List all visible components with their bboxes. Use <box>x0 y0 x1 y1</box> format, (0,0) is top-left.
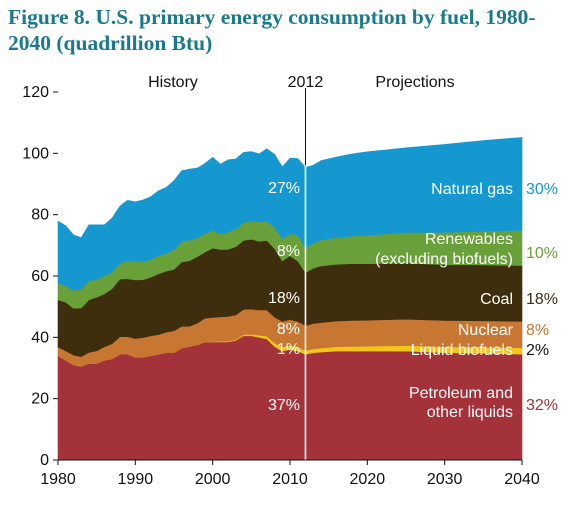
series-label: Renewables <box>425 231 513 248</box>
y-tick-label: 120 <box>22 84 49 101</box>
x-tick-label: 1990 <box>118 471 154 488</box>
share-2040-label: 32% <box>526 397 558 414</box>
y-tick-label: 100 <box>22 145 49 162</box>
series-label: (excluding biofuels) <box>375 251 513 268</box>
area-natural-gas <box>57 137 523 291</box>
share-2012-label: 8% <box>277 243 300 260</box>
share-2040-label: 8% <box>526 322 549 339</box>
history-label: History <box>148 74 198 91</box>
share-2012-label: 37% <box>268 397 300 414</box>
chart-title: Figure 8. U.S. primary energy consumptio… <box>8 5 536 55</box>
share-2040-label: 30% <box>526 181 558 198</box>
x-tick-label: 2000 <box>195 471 231 488</box>
share-2040-label: 18% <box>526 291 558 308</box>
x-tick-label: 2040 <box>504 471 540 488</box>
share-2012-label: 1% <box>277 341 300 358</box>
series-label: Liquid biofuels <box>411 342 513 359</box>
share-2040-label: 2% <box>526 342 549 359</box>
series-label: Petroleum and <box>409 385 513 402</box>
divider-year-label: 2012 <box>288 74 324 91</box>
stacked-areas <box>57 137 523 461</box>
y-tick-label: 20 <box>31 391 49 408</box>
x-tick-label: 2030 <box>427 471 463 488</box>
share-2012-label: 18% <box>268 290 300 307</box>
series-label: Coal <box>480 291 513 308</box>
series-labels: 37% 1% 8% 18% 8% 27% 32% 2% 8% 18% 10% 30% Petroleum… <box>268 180 558 421</box>
y-tick-label: 60 <box>31 268 49 285</box>
y-tick-label: 80 <box>31 207 49 224</box>
share-2040-label: 10% <box>526 245 558 262</box>
projections-label: Projections <box>375 74 454 91</box>
series-label: Nuclear <box>458 322 514 339</box>
y-tick-label: 0 <box>40 452 49 469</box>
share-2012-label: 27% <box>268 180 300 197</box>
x-tick-label: 2010 <box>272 471 308 488</box>
y-tick-label: 40 <box>31 329 49 346</box>
share-2012-label: 8% <box>277 321 300 338</box>
series-label: Natural gas <box>431 181 513 198</box>
series-label: other liquids <box>427 404 513 421</box>
x-tick-label: 2020 <box>350 471 386 488</box>
x-tick-label: 1980 <box>40 471 76 488</box>
